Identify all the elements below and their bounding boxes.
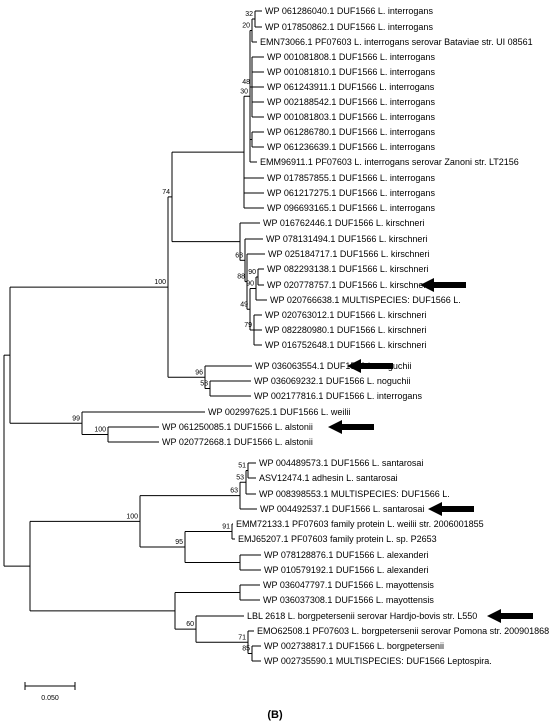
bootstrap-value: 100 — [154, 279, 166, 286]
leaf-label: WP 061243911.1 DUF1566 L. interrogans — [267, 82, 435, 92]
leaf-label: WP 036037308.1 DUF1566 L. mayottensis — [263, 595, 434, 605]
bootstrap-value: 20 — [242, 23, 250, 30]
bootstrap-value: 53 — [236, 474, 244, 481]
leaf-label: WP 036047797.1 DUF1566 L. mayottensis — [263, 580, 434, 590]
arrow-marker-icon — [347, 359, 393, 373]
leaf-label: WP 002738817.1 DUF1566 L. borgpetersenii — [264, 641, 444, 651]
leaf-label: WP 004492537.1 DUF1566 L. santarosai — [260, 504, 424, 514]
leaf-label: WP 078128876.1 DUF1566 L. alexanderi — [264, 550, 428, 560]
arrow-marker-icon — [428, 502, 474, 516]
leaf-label: WP 020763012.1 DUF1566 L. kirschneri — [265, 310, 426, 320]
leaf-label: WP 010579192.1 DUF1566 L. alexanderi — [264, 565, 428, 575]
leaf-label: WP 036063554.1 DUF1566 L. noguchii — [255, 361, 411, 371]
leaf-label: WP 061286780.1 DUF1566 L. interrogans — [267, 127, 435, 137]
arrow-marker-icon — [420, 278, 466, 292]
leaf-label: WP 020766638.1 MULTISPECIES: DUF1566 L. — [270, 295, 461, 305]
bootstrap-value: 95 — [175, 539, 183, 546]
leaf-label: WP 020772668.1 DUF1566 L. alstonii — [162, 437, 313, 447]
leaf-label: LBL 2618 L. borgpetersenii serovar Hardj… — [247, 611, 477, 621]
leaf-label: ASV12474.1 adhesin L. santarosai — [259, 473, 398, 483]
bootstrap-value: 51 — [238, 463, 246, 470]
scale-bar: 0.050 — [24, 682, 76, 702]
leaf-label: WP 061236639.1 DUF1566 L. interrogans — [267, 142, 435, 152]
bootstrap-value: 100 — [126, 513, 138, 520]
leaf-label: EMJ65207.1 PF07603 family protein L. sp.… — [238, 534, 437, 544]
leaf-label: WP 082280980.1 DUF1566 L. kirschneri — [265, 325, 426, 335]
leaf-label: WP 061217275.1 DUF1566 L. interrogans — [267, 188, 435, 198]
leaf-label: EMN73066.1 PF07603 L. interrogans serova… — [260, 37, 533, 47]
figure-label: (B) — [267, 709, 283, 721]
leaf-label: EMM96911.1 PF07603 L. interrogans serova… — [260, 157, 519, 167]
leaf-label: WP 020778757.1 DUF1566 L. kirschneri — [267, 280, 428, 290]
bootstrap-value: 32 — [245, 11, 253, 18]
bootstrap-value: 88 — [237, 274, 245, 281]
arrow-marker-icon — [328, 420, 374, 434]
leaf-label: WP 001081810.1 DUF1566 L. interrogans — [267, 67, 435, 77]
leaf-label: WP 061286040.1 DUF1566 L. interrogans — [265, 6, 433, 16]
leaf-labels: WP 061286040.1 DUF1566 L. interrogans WP … — [162, 6, 549, 666]
leaf-label: WP 001081808.1 DUF1566 L. interrogans — [267, 52, 435, 62]
leaf-label: WP 096693165.1 DUF1566 L. interrogans — [267, 203, 435, 213]
bootstrap-value: 60 — [186, 621, 194, 628]
bootstrap-value: 96 — [195, 369, 203, 376]
leaf-label: WP 036069232.1 DUF1566 L. noguchii — [254, 376, 410, 386]
leaf-label: EMM72133.1 PF07603 family protein L. wei… — [236, 519, 484, 529]
bootstrap-value: 90 — [246, 281, 254, 288]
bootstrap-value: 49 — [240, 301, 248, 308]
bootstrap-value: 79 — [244, 322, 252, 329]
arrow-marker-icon — [487, 609, 533, 623]
bootstrap-value: 74 — [162, 189, 170, 196]
arrow-markers — [328, 278, 533, 623]
bootstrap-labels: 32 20 48 30 90 90 79 49 88 68 74 58 96 100 100 99 51 53 63… — [72, 11, 256, 653]
leaf-label: WP 008398553.1 MULTISPECIES: DUF1566 L. — [259, 489, 450, 499]
leaf-label: WP 016752648.1 DUF1566 L. kirschneri — [265, 340, 426, 350]
scale-bar-label: 0.050 — [41, 695, 59, 702]
bootstrap-value: 85 — [242, 646, 250, 653]
bootstrap-value: 68 — [235, 252, 243, 259]
bootstrap-value: 63 — [230, 488, 238, 495]
leaf-label: WP 017857855.1 DUF1566 L. interrogans — [267, 173, 435, 183]
leaf-label: WP 002735590.1 MULTISPECIES: DUF1566 Lep… — [264, 656, 492, 666]
leaf-label: WP 061250085.1 DUF1566 L. alstonii — [162, 422, 313, 432]
leaf-label: WP 004489573.1 DUF1566 L. santarosai — [259, 458, 423, 468]
leaf-label: WP 017850862.1 DUF1566 L. interrogans — [265, 22, 433, 32]
leaf-label: WP 002188542.1 DUF1566 L. interrogans — [267, 97, 435, 107]
bootstrap-value: 91 — [222, 524, 230, 531]
leaf-label: WP 078131494.1 DUF1566 L. kirschneri — [266, 234, 427, 244]
leaf-label: WP 016762446.1 DUF1566 L. kirschneri — [263, 218, 424, 228]
bootstrap-value: 48 — [242, 79, 250, 86]
leaf-label: WP 082293138.1 DUF1566 L. kirschneri — [267, 264, 428, 274]
bootstrap-value: 99 — [72, 415, 80, 422]
bootstrap-value: 58 — [200, 381, 208, 388]
leaf-label: EMO62508.1 PF07603 L. borgpetersenii ser… — [257, 626, 549, 636]
leaf-label: WP 001081803.1 DUF1566 L. interrogans — [267, 112, 435, 122]
leaf-label: WP 002997625.1 DUF1566 L. weilii — [208, 407, 350, 417]
bootstrap-value: 71 — [238, 634, 246, 641]
tree-branches — [3, 10, 267, 662]
bootstrap-value: 100 — [94, 427, 106, 434]
bootstrap-value: 30 — [240, 88, 248, 95]
bootstrap-value: 90 — [248, 269, 256, 276]
leaf-label: WP 002177816.1 DUF1566 L. interrogans — [254, 391, 422, 401]
leaf-label: WP 025184717.1 DUF1566 L. kirschneri — [268, 249, 429, 259]
